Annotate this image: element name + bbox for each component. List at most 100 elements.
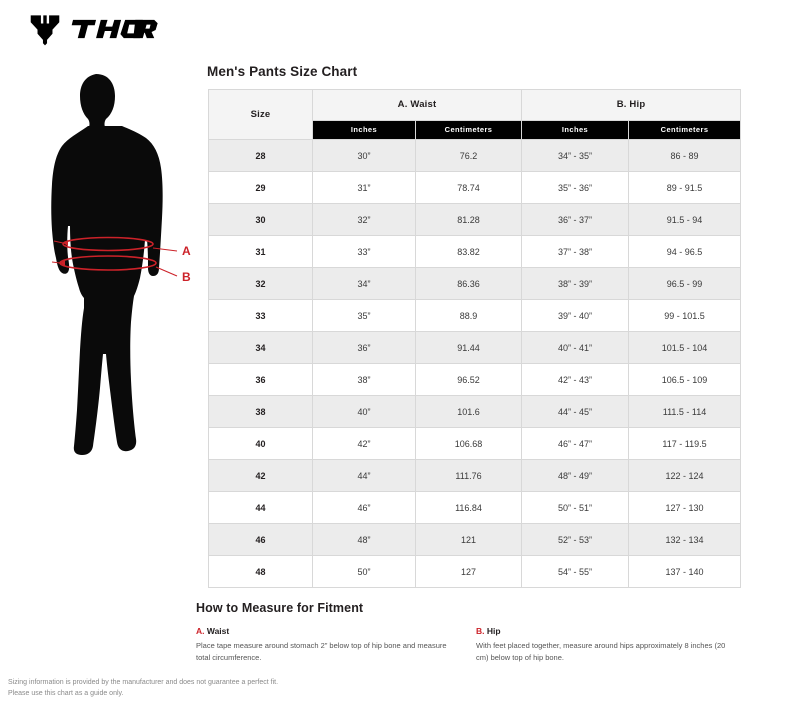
cell-hip-cm: 111.5 - 114 [628, 395, 742, 428]
cell-waist-inches: 46” [312, 491, 416, 524]
disclaimer-line-2: Please use this chart as a guide only. [8, 690, 124, 698]
column-header-hip-inches: Inches [521, 119, 630, 141]
cell-waist-inches: 40” [312, 395, 416, 428]
cell-hip-cm: 127 - 130 [628, 491, 742, 524]
thor-wordmark [71, 19, 158, 39]
table-row: 44 46” 116.84 50” - 51” 127 - 130 [208, 491, 742, 524]
cell-hip-inches: 54” - 55” [521, 555, 630, 588]
table-row: 38 40” 101.6 44” - 45” 111.5 - 114 [208, 395, 742, 428]
cell-hip-inches: 37” - 38” [521, 235, 630, 268]
cell-hip-inches: 44” - 45” [521, 395, 630, 428]
cell-hip-inches: 40” - 41” [521, 331, 630, 364]
how-to-measure-hip: B. Hip With feet placed together, measur… [476, 626, 756, 663]
cell-hip-inches: 34” - 35” [521, 139, 630, 172]
cell-waist-inches: 36” [312, 331, 416, 364]
how-to-hip-text: With feet placed together, measure aroun… [476, 641, 726, 662]
figure-label-b: B [182, 270, 191, 284]
how-to-waist-letter: A. [196, 626, 205, 636]
cell-waist-cm: 88.9 [414, 299, 523, 332]
cell-waist-inches: 33” [312, 235, 416, 268]
how-to-waist-name: Waist [206, 626, 230, 636]
cell-hip-cm: 117 - 119.5 [628, 427, 742, 460]
cell-waist-inches: 42” [312, 427, 416, 460]
cell-waist-inches: 35” [312, 299, 416, 332]
cell-hip-inches: 36” - 37” [521, 203, 630, 236]
cell-hip-inches: 42” - 43” [521, 363, 630, 396]
cell-waist-cm: 121 [414, 523, 523, 556]
size-chart-table: Size A. Waist B. Hip Inches Centimeters … [208, 89, 742, 588]
table-row: 40 42” 106.68 46” - 47” 117 - 119.5 [208, 427, 742, 460]
cell-size: 44 [208, 491, 313, 524]
male-silhouette-diagram: A B [51, 74, 191, 455]
table-header-row-units: Inches Centimeters Inches Centimeters [209, 119, 742, 141]
how-to-waist-text: Place tape measure around stomach 2” bel… [196, 641, 447, 662]
cell-size: 32 [208, 267, 313, 300]
how-to-measure-section: How to Measure for Fitment A. Waist Plac… [196, 601, 756, 663]
cell-size: 33 [208, 299, 313, 332]
cell-hip-cm: 106.5 - 109 [628, 363, 742, 396]
cell-hip-cm: 122 - 124 [628, 459, 742, 492]
cell-waist-cm: 106.68 [414, 427, 523, 460]
cell-hip-cm: 86 - 89 [628, 139, 742, 172]
table-row: 28 30” 76.2 34” - 35” 86 - 89 [208, 139, 742, 172]
cell-hip-inches: 52” - 53” [521, 523, 630, 556]
cell-hip-inches: 46” - 47” [521, 427, 630, 460]
table-row: 48 50” 127 54” - 55” 137 - 140 [208, 555, 742, 588]
cell-hip-inches: 50” - 51” [521, 491, 630, 524]
cell-waist-cm: 86.36 [414, 267, 523, 300]
cell-waist-cm: 96.52 [414, 363, 523, 396]
table-row: 46 48” 121 52” - 53” 132 - 134 [208, 523, 742, 556]
column-header-waist-inches: Inches [312, 119, 416, 141]
table-row: 32 34” 86.36 38” - 39” 96.5 - 99 [208, 267, 742, 300]
how-to-waist-heading: A. Waist [196, 626, 458, 636]
cell-waist-inches: 50” [312, 555, 416, 588]
cell-waist-cm: 116.84 [414, 491, 523, 524]
cell-hip-cm: 101.5 - 104 [628, 331, 742, 364]
column-group-waist: A. Waist [311, 89, 523, 121]
how-to-measure-waist: A. Waist Place tape measure around stoma… [196, 626, 476, 663]
table-row: 30 32” 81.28 36” - 37” 91.5 - 94 [208, 203, 742, 236]
cell-size: 40 [208, 427, 313, 460]
cell-waist-cm: 111.76 [414, 459, 523, 492]
cell-size: 38 [208, 395, 313, 428]
cell-waist-cm: 81.28 [414, 203, 523, 236]
cell-size: 30 [208, 203, 313, 236]
table-row: 33 35” 88.9 39” - 40” 99 - 101.5 [208, 299, 742, 332]
cell-size: 29 [208, 171, 313, 204]
cell-hip-inches: 39” - 40” [521, 299, 630, 332]
waist-measure-band [62, 236, 154, 252]
cell-waist-cm: 83.82 [414, 235, 523, 268]
cell-waist-cm: 101.6 [414, 395, 523, 428]
cell-size: 28 [208, 139, 313, 172]
disclaimer-line-1: Sizing information is provided by the ma… [8, 679, 279, 686]
table-row: 34 36” 91.44 40” - 41” 101.5 - 104 [208, 331, 742, 364]
how-to-measure-title: How to Measure for Fitment [196, 601, 364, 615]
how-to-hip-letter: B. [476, 626, 485, 636]
column-group-hip: B. Hip [521, 89, 742, 121]
cell-hip-cm: 96.5 - 99 [628, 267, 742, 300]
table-header-row-groups: Size A. Waist B. Hip [208, 89, 742, 140]
cell-hip-cm: 89 - 91.5 [628, 171, 742, 204]
column-header-hip-centimeters: Centimeters [628, 119, 742, 141]
body-silhouette-shape [51, 74, 163, 455]
cell-waist-inches: 34” [312, 267, 416, 300]
measurement-figure: A B [22, 58, 202, 462]
cell-hip-cm: 132 - 134 [628, 523, 742, 556]
cell-waist-inches: 32” [312, 203, 416, 236]
waist-leader-line [53, 240, 178, 252]
cell-waist-inches: 48” [312, 523, 416, 556]
table-body: 28 30” 76.2 34” - 35” 86 - 89 29 31” 78.74 35” -… [208, 139, 742, 588]
how-to-hip-heading: B. Hip [476, 626, 738, 636]
cell-hip-cm: 91.5 - 94 [628, 203, 742, 236]
disclaimer-text: Sizing information is provided by the ma… [8, 677, 428, 699]
cell-size: 31 [208, 235, 313, 268]
cell-hip-inches: 35” - 36” [521, 171, 630, 204]
column-header-waist-centimeters: Centimeters [414, 119, 523, 141]
cell-hip-cm: 94 - 96.5 [628, 235, 742, 268]
column-header-size: Size [208, 89, 313, 140]
cell-waist-inches: 38” [312, 363, 416, 396]
cell-size: 46 [208, 523, 313, 556]
page-title: Men's Pants Size Chart [207, 64, 358, 79]
cell-waist-inches: 30” [312, 139, 416, 172]
